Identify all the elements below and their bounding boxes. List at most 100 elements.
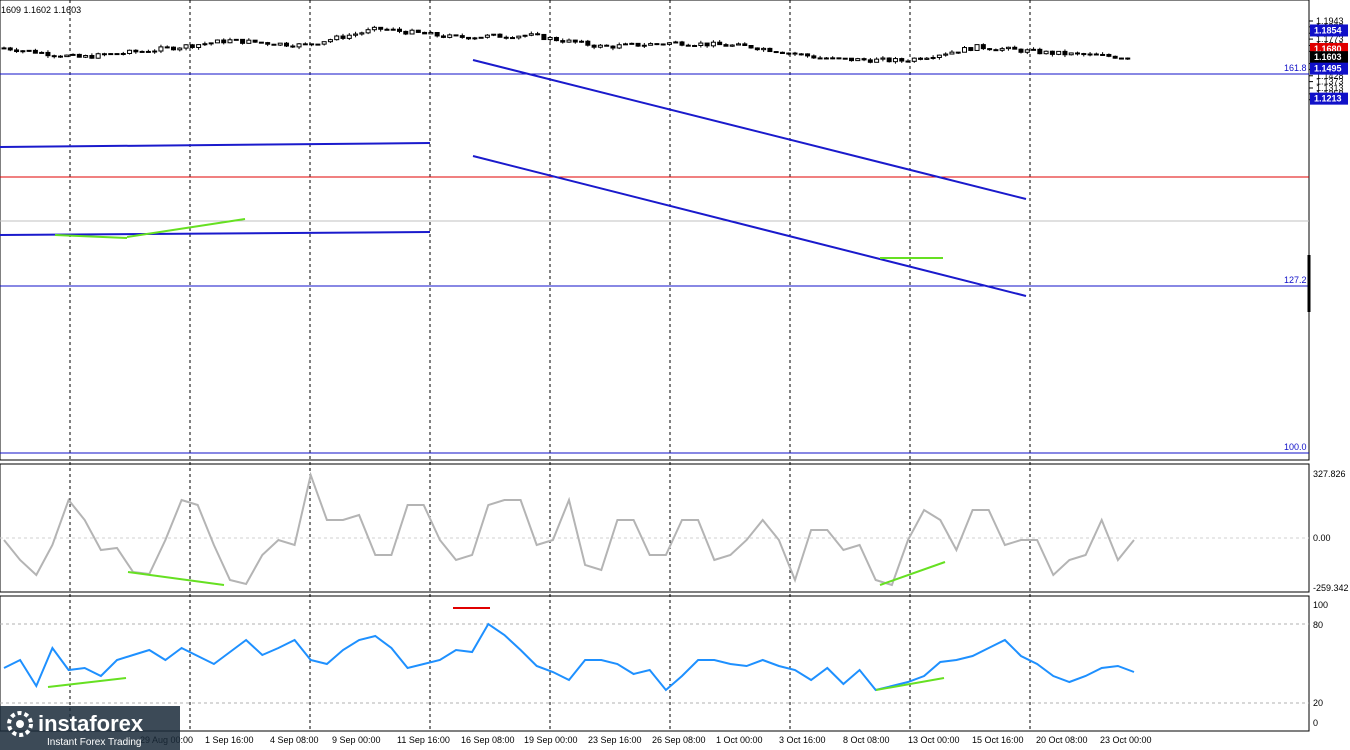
candle-body (867, 59, 873, 63)
candle-body (1005, 46, 1011, 50)
price-divergence-1 (54, 234, 128, 239)
candle-body (1093, 53, 1099, 56)
candle-body (516, 35, 522, 39)
rsi-line (3, 622, 1135, 692)
candle-body (378, 26, 384, 30)
candle-body (202, 43, 208, 46)
candle-body (271, 43, 277, 46)
time-tick: 19 Sep 00:00 (524, 735, 578, 745)
candle-body (849, 57, 854, 62)
candle-body (1100, 53, 1106, 56)
candle-body (930, 56, 936, 59)
cci-scale-zero: 0.00 (1313, 533, 1331, 543)
channel-bottom-line (472, 155, 1027, 297)
candle-body (993, 49, 999, 52)
candle-body (1062, 50, 1068, 56)
candle-body (1125, 57, 1131, 60)
price-tag-text-red: 1.1680 (1314, 44, 1342, 54)
candle-body (1031, 48, 1037, 51)
candle-body (899, 58, 905, 62)
candle-body (880, 57, 886, 60)
candle-body (221, 39, 227, 44)
candle-body (1049, 50, 1055, 55)
rsi-scale-0: 0 (1313, 718, 1318, 728)
candle-body (233, 38, 239, 41)
time-tick: 23 Oct 00:00 (1100, 735, 1152, 745)
time-tick: 11 Sep 16:00 (397, 735, 450, 745)
candle-body (403, 30, 409, 35)
price-tick-label: 1.1428 (1316, 71, 1344, 81)
candle-body (114, 53, 120, 56)
candle-body (365, 29, 371, 34)
candle-body (886, 57, 892, 63)
price-tag-cur (1310, 51, 1348, 64)
candle-body (855, 58, 861, 62)
candle-body (1018, 48, 1024, 53)
candle-body (566, 39, 572, 43)
candle-body (89, 55, 95, 59)
candle-body (83, 55, 89, 58)
candle-body (472, 37, 478, 40)
price-tag-fib100 (1310, 92, 1348, 105)
candle-body (478, 36, 484, 39)
candle-body (101, 53, 107, 56)
logo-tagline: Instant Forex Trading (47, 737, 142, 748)
candle-body (742, 43, 748, 47)
price-tick-label: 1.1773 (1316, 34, 1344, 44)
candle-body (277, 42, 283, 46)
candle-body (20, 50, 26, 53)
candle-body (321, 41, 327, 45)
candle-body (227, 39, 233, 44)
candle-body (685, 44, 691, 47)
cci-panel (0, 463, 1310, 593)
time-tick: 20 Oct 08:00 (1036, 735, 1088, 745)
candle-body (503, 36, 509, 39)
time-tick: 1 Sep 16:00 (205, 735, 254, 745)
candle-body (962, 47, 967, 53)
price-tag-fib127 (1310, 62, 1348, 75)
candle-body (440, 35, 446, 38)
time-tick: 13 Oct 00:00 (908, 735, 960, 745)
candle-body (145, 50, 151, 53)
fib-161-label: 161.8 (1284, 63, 1307, 73)
candle-body (905, 60, 911, 63)
time-axis: 1 Sep 16:00 4 Sep 08:00 9 Sep 00:00 11 Sep … (140, 735, 1152, 745)
time-tick: 1 Oct 00:00 (716, 735, 763, 745)
candle-body (842, 57, 848, 60)
candle-body (1012, 46, 1018, 50)
instaforex-logo: instaforex Instant Forex Trading (0, 706, 180, 750)
candle-body (936, 54, 942, 58)
time-tick: 8 Oct 08:00 (843, 735, 890, 745)
candle-body (246, 39, 252, 44)
cci-scale-top: 327.826 (1313, 469, 1346, 479)
price-tick-label: 1.1373 (1316, 77, 1344, 87)
cci-divergence-1 (127, 571, 225, 586)
candle-body (371, 26, 377, 31)
candle-body (597, 44, 603, 48)
candle-body (58, 55, 63, 58)
candle-body (786, 52, 792, 55)
candle-body (152, 50, 158, 53)
candle-body (692, 44, 698, 47)
candle-body (164, 46, 170, 49)
candle-body (553, 36, 559, 42)
candle-body (811, 55, 817, 59)
candle-body (120, 52, 126, 55)
candle-body (76, 53, 82, 58)
candle-body (717, 41, 723, 46)
candle-body (761, 47, 767, 51)
candle-body (911, 57, 917, 62)
candle-body (1081, 53, 1087, 56)
candle-body (535, 33, 541, 36)
candle-body (459, 35, 465, 38)
candle-body (340, 35, 346, 39)
candle-body (874, 58, 880, 63)
price-divergence-2 (126, 218, 246, 238)
candle-body (710, 41, 716, 47)
time-tick: 26 Sep 08:00 (652, 735, 706, 745)
candle-body (704, 42, 710, 47)
rsi-divergence-2 (875, 677, 945, 691)
rsi-scale-100: 100 (1313, 600, 1328, 610)
